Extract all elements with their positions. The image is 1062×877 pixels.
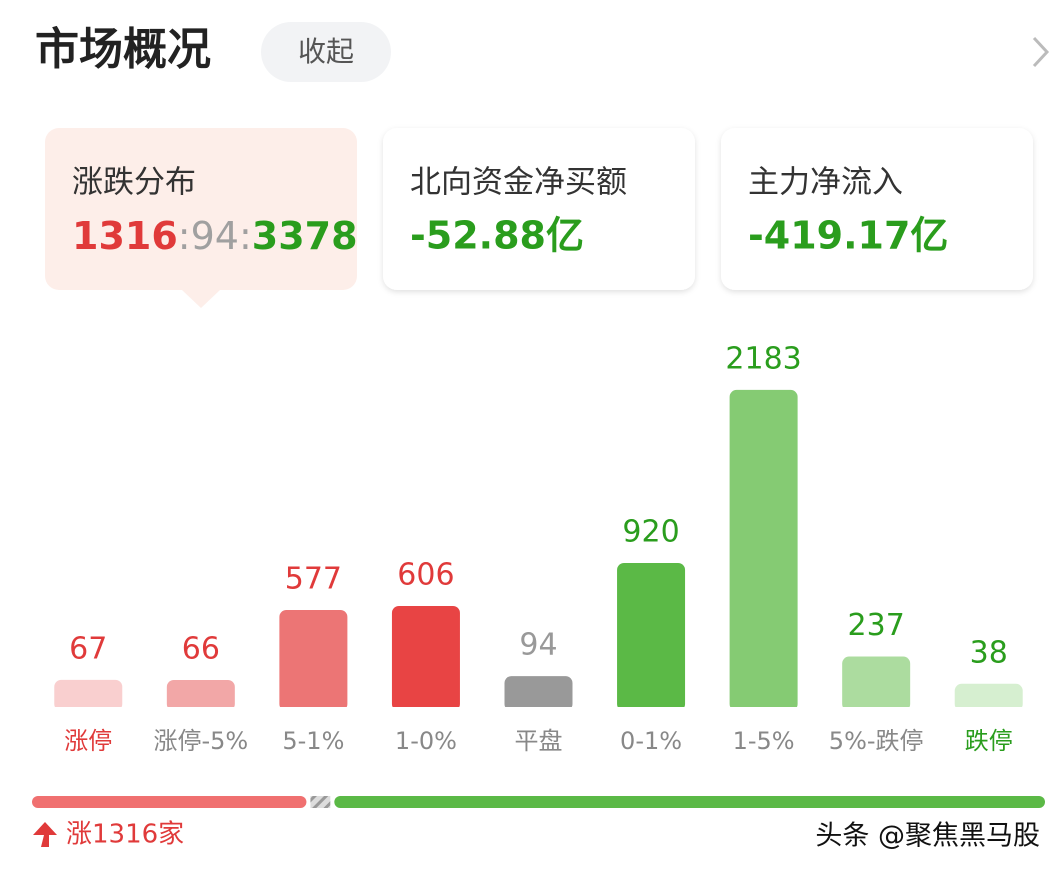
card[interactable]	[45, 128, 357, 290]
up-segment	[32, 796, 307, 808]
up-count: 1316	[72, 214, 178, 258]
bar	[842, 656, 911, 711]
mask	[953, 707, 1024, 713]
value-label: 237	[848, 608, 905, 643]
category-label: 5%-跌停	[829, 727, 924, 755]
down-segment	[334, 796, 1045, 808]
mask	[503, 707, 574, 713]
up-arrow	[33, 822, 57, 847]
flat-count: 94	[191, 214, 239, 258]
mask	[390, 707, 461, 713]
category-label: 平盘	[515, 727, 563, 755]
mask	[728, 707, 799, 713]
card[interactable]	[721, 128, 1033, 290]
bar	[279, 609, 348, 711]
mask	[278, 707, 349, 713]
flat-segment	[310, 796, 331, 808]
value-label: 94	[519, 628, 557, 663]
bar	[391, 605, 460, 711]
separator: :	[178, 214, 191, 258]
value-label: 38	[970, 635, 1008, 670]
value-label: 67	[69, 631, 107, 666]
mask	[841, 707, 912, 713]
card-title: 涨跌分布	[72, 165, 196, 201]
card-pointer	[182, 290, 220, 308]
category-label: 涨停-5%	[153, 727, 248, 755]
card[interactable]	[383, 128, 695, 290]
bar	[729, 389, 798, 711]
mask	[616, 707, 687, 713]
category-label: 1-5%	[733, 727, 795, 755]
mask	[53, 707, 124, 713]
category-label: 5-1%	[282, 727, 344, 755]
chevron[interactable]	[1032, 36, 1050, 68]
watermark: 头条 @聚焦黑马股	[815, 821, 1040, 852]
bar	[504, 676, 573, 711]
collapse-label[interactable]: 收起	[298, 35, 354, 68]
card-value: 1316:94:3378	[72, 214, 358, 258]
category-label: 1-0%	[395, 727, 457, 755]
card-value: -419.17亿	[748, 214, 948, 258]
value-label: 66	[182, 631, 220, 666]
value-label: 2183	[725, 341, 801, 376]
card-title: 北向资金净买额	[410, 165, 627, 201]
card-title: 主力净流入	[748, 165, 903, 201]
category-label: 涨停	[64, 727, 112, 755]
mask	[165, 707, 236, 713]
bar	[54, 679, 123, 711]
down-count: 3378	[252, 214, 358, 258]
category-label: 跌停	[965, 727, 1013, 755]
bar	[617, 562, 686, 711]
category-label: 0-1%	[620, 727, 682, 755]
card-value: -52.88亿	[410, 214, 584, 258]
up-summary: 涨1316家	[66, 820, 184, 850]
bar	[954, 683, 1023, 711]
value-label: 606	[397, 557, 454, 592]
value-label: 577	[285, 561, 342, 596]
value-label: 920	[622, 514, 679, 549]
title: 市场概况	[35, 24, 211, 75]
collapse-button[interactable]	[261, 22, 391, 82]
separator: :	[239, 214, 252, 258]
bar	[166, 679, 235, 711]
